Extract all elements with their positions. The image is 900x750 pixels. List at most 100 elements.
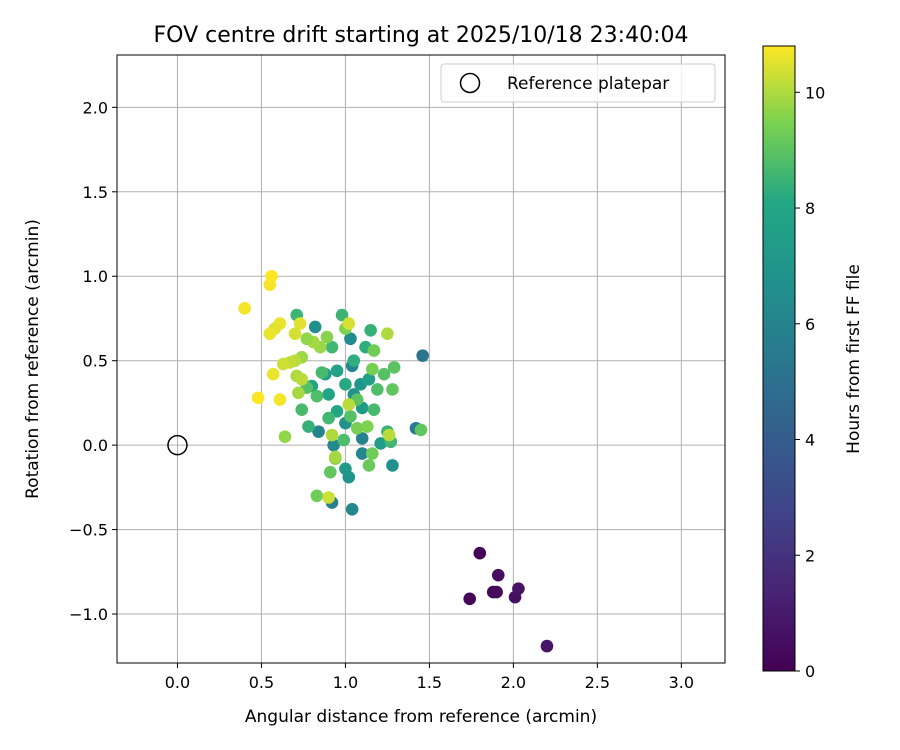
data-point — [342, 398, 356, 411]
data-point — [325, 428, 339, 442]
data-point — [344, 332, 357, 346]
data-point — [295, 372, 309, 386]
data-point — [463, 592, 477, 606]
data-point — [300, 332, 314, 346]
grid-lines — [117, 55, 725, 663]
x-tick-label: 1.0 — [333, 673, 358, 692]
data-point — [276, 357, 290, 371]
data-point — [382, 428, 396, 442]
data-point — [330, 405, 344, 418]
x-axis-label: Angular distance from reference (arcmin) — [245, 707, 597, 727]
data-point — [265, 269, 278, 283]
data-point — [342, 317, 356, 330]
data-point — [365, 447, 379, 460]
data-point — [377, 367, 391, 381]
data-point — [251, 391, 265, 405]
colorbar-tick-label: 10 — [805, 83, 825, 102]
data-point — [365, 362, 379, 376]
data-point — [416, 349, 429, 362]
legend-marker-reference — [459, 72, 481, 94]
y-tick-label: 1.5 — [83, 183, 108, 202]
x-axis-ticks: 0.0 0.5 1.0 1.5 2.0 2.5 3.0 — [165, 663, 694, 692]
chart-title: FOV centre drift starting at 2025/10/18 … — [154, 23, 689, 48]
plot-frame — [116, 54, 726, 664]
data-point — [325, 340, 339, 354]
y-tick-label: 1.0 — [83, 267, 108, 286]
data-point — [310, 389, 324, 403]
data-point — [288, 327, 302, 340]
reference-platepar-point — [167, 434, 188, 456]
data-point — [386, 383, 399, 396]
data-point — [322, 388, 335, 401]
colorbar-gradient — [762, 45, 796, 672]
y-tick-label: 2.0 — [83, 98, 108, 117]
colorbar-tick-label: 6 — [805, 315, 815, 334]
data-point — [350, 421, 364, 435]
data-point — [344, 410, 357, 423]
data-point — [364, 323, 377, 337]
data-point — [540, 639, 554, 653]
y-axis-ticks: −1.0 −0.5 0.0 0.5 1.0 1.5 2.0 — [69, 98, 117, 624]
data-point — [322, 411, 335, 425]
data-point — [327, 438, 340, 452]
data-point — [339, 378, 352, 391]
x-tick-label: 0.0 — [165, 673, 190, 692]
y-tick-label: −0.5 — [69, 521, 108, 540]
data-point — [330, 364, 344, 378]
data-point — [238, 302, 251, 315]
data-point — [329, 450, 342, 464]
data-point — [367, 344, 381, 357]
data-point — [308, 320, 322, 334]
colorbar-label: Hours from first FF file — [844, 264, 864, 454]
data-point — [387, 361, 401, 374]
data-point — [266, 367, 280, 381]
x-tick-label: 2.0 — [501, 673, 526, 692]
data-point — [490, 585, 503, 599]
colorbar: 0 2 4 6 8 10 Hours from first FF file — [762, 45, 864, 681]
colorbar-tick-label: 4 — [805, 431, 815, 450]
data-point — [491, 568, 505, 582]
colorbar-tick-label: 8 — [805, 199, 815, 218]
data-point — [512, 582, 525, 595]
colorbar-tick-label: 2 — [805, 546, 815, 565]
data-point — [355, 447, 369, 460]
data-point — [362, 459, 376, 472]
data-point — [381, 327, 394, 340]
data-point — [414, 423, 428, 437]
legend: Reference platepar — [440, 63, 716, 103]
data-point — [473, 546, 487, 560]
data-point — [374, 437, 387, 450]
scatter-points — [167, 269, 554, 653]
y-axis-label: Rotation from reference (arcmin) — [23, 219, 43, 499]
x-tick-label: 1.5 — [417, 673, 442, 692]
data-point — [337, 433, 351, 447]
data-point — [367, 403, 381, 416]
x-tick-label: 2.5 — [585, 673, 610, 692]
y-tick-label: 0.0 — [83, 436, 108, 455]
data-point — [295, 403, 309, 416]
data-point — [371, 383, 384, 396]
y-tick-label: 0.5 — [83, 352, 108, 371]
data-point — [322, 491, 335, 504]
colorbar-tick-label: 0 — [805, 662, 815, 681]
data-point — [278, 430, 292, 443]
data-point — [315, 366, 329, 379]
data-point — [273, 393, 287, 406]
data-point — [386, 459, 399, 472]
data-point — [292, 386, 305, 400]
x-tick-label: 0.5 — [249, 673, 274, 692]
data-point — [312, 425, 325, 438]
legend-label: Reference platepar — [507, 74, 669, 94]
legend-box — [440, 63, 716, 103]
data-point — [362, 372, 376, 386]
data-point — [345, 503, 359, 516]
data-point — [263, 327, 277, 340]
colorbar-ticks: 0 2 4 6 8 10 — [795, 83, 825, 681]
data-point — [339, 462, 352, 476]
data-point — [324, 465, 337, 479]
y-tick-label: −1.0 — [69, 605, 108, 624]
data-point — [302, 420, 315, 433]
data-point — [347, 354, 361, 367]
data-point — [320, 330, 334, 344]
